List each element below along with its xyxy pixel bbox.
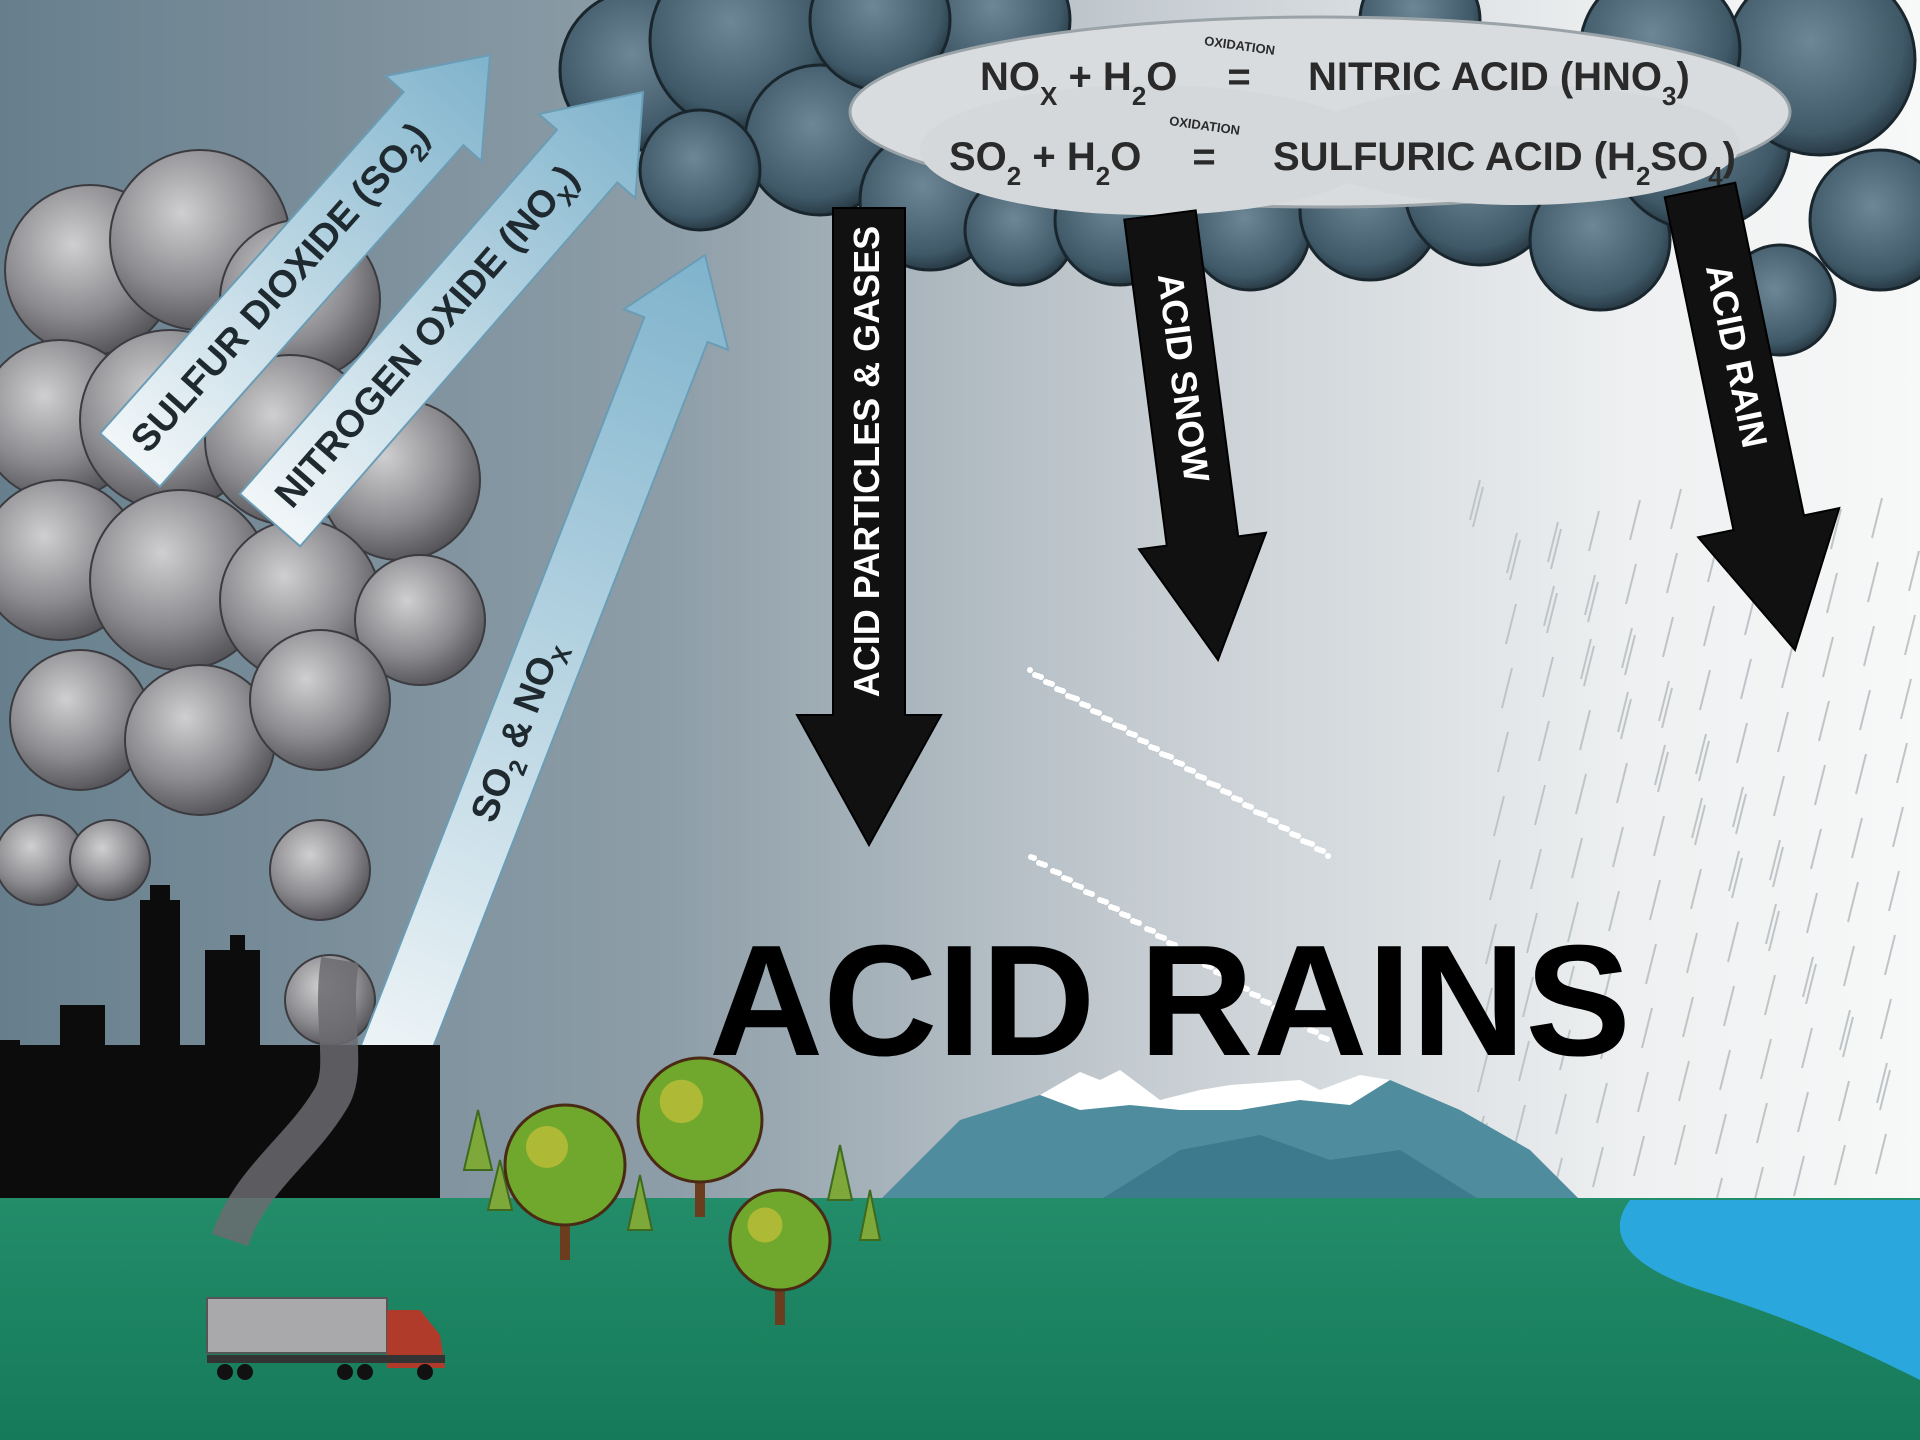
- text-segment: ): [1677, 55, 1690, 99]
- snow-dot: [1195, 773, 1201, 779]
- text-segment: O: [1146, 55, 1177, 99]
- snow-dot: [1065, 693, 1071, 699]
- subscript: 2: [1007, 161, 1021, 191]
- snow-dot: [1148, 744, 1154, 750]
- smoke-puff: [250, 630, 390, 770]
- acid-rain-diagram: NOX + H2O OXIDATION = NITRIC ACID (HNO3)…: [0, 0, 1920, 1440]
- snow-dot: [1314, 846, 1320, 852]
- snow-dot: [1072, 882, 1078, 888]
- subscript: 2: [1132, 81, 1146, 111]
- tree-crown: [505, 1105, 625, 1225]
- snow-dot: [1173, 759, 1179, 765]
- snow-dot: [1112, 722, 1118, 728]
- snow-dot: [1028, 854, 1034, 860]
- snow-dot: [1079, 701, 1085, 707]
- text-segment: SO: [1650, 135, 1708, 179]
- snow-dot: [1253, 809, 1259, 815]
- smoke-puff: [70, 820, 150, 900]
- text-segment: ACID PARTICLES & GASES: [846, 226, 887, 697]
- arrow-label: ACID PARTICLES & GASES: [846, 226, 887, 697]
- snow-dot: [1097, 897, 1103, 903]
- snow-dot: [1184, 766, 1190, 772]
- snow-dot: [1054, 686, 1060, 692]
- text-segment: SO: [949, 135, 1007, 179]
- tree-highlight: [526, 1126, 568, 1168]
- snow-dot: [1061, 875, 1067, 881]
- tree-highlight: [748, 1208, 783, 1243]
- snow-dot: [1231, 795, 1237, 801]
- text-segment: ): [1723, 135, 1736, 179]
- subscript: 3: [1662, 81, 1676, 111]
- snow-dot: [1108, 904, 1114, 910]
- subscript: 2: [1636, 161, 1650, 191]
- snow-dot: [1083, 889, 1089, 895]
- snow-dot: [1300, 838, 1306, 844]
- snow-dot: [1278, 824, 1284, 830]
- equals-sign: =: [1227, 55, 1250, 99]
- snow-dot: [1027, 667, 1033, 673]
- text-segment: + H: [1057, 55, 1131, 99]
- snow-dot: [1032, 672, 1038, 678]
- subscript: 2: [1096, 161, 1110, 191]
- tree-crown: [730, 1190, 830, 1290]
- snow-dot: [1159, 751, 1165, 757]
- text-segment: O: [1110, 135, 1141, 179]
- snow-dot: [1043, 679, 1049, 685]
- cloud-puff: [640, 110, 760, 230]
- snow-dot: [1126, 730, 1132, 736]
- text-segment: + H: [1021, 135, 1095, 179]
- snow-dot: [1289, 831, 1295, 837]
- text-segment: NO: [980, 55, 1040, 99]
- equals-sign: =: [1192, 135, 1215, 179]
- snow-dot: [1206, 780, 1212, 786]
- snow-dot: [1090, 708, 1096, 714]
- snow-dot: [1101, 715, 1107, 721]
- snow-dot: [1242, 802, 1248, 808]
- smoke-puff: [270, 820, 370, 920]
- text-segment: SULFURIC ACID (H: [1273, 135, 1636, 179]
- tree-highlight: [660, 1080, 703, 1123]
- snow-dot: [1050, 868, 1056, 874]
- snow-dot: [1036, 860, 1042, 866]
- subscript: X: [1040, 81, 1058, 111]
- snow-dot: [1137, 737, 1143, 743]
- page: {"title": "ACID RAINS", "equations": [ {…: [0, 0, 1920, 1440]
- snow-dot: [1267, 817, 1273, 823]
- snow-dot: [1220, 788, 1226, 794]
- title: ACID RAINS: [709, 913, 1631, 1089]
- snow-dot: [1325, 853, 1331, 859]
- text-segment: NITRIC ACID (HNO: [1308, 55, 1662, 99]
